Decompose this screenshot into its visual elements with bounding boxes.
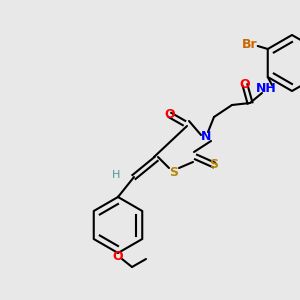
- Text: Br: Br: [242, 38, 258, 50]
- Text: O: O: [165, 109, 175, 122]
- Text: O: O: [113, 250, 123, 263]
- Text: H: H: [112, 170, 120, 180]
- Text: O: O: [240, 79, 250, 92]
- Text: S: S: [209, 158, 218, 172]
- Text: N: N: [201, 130, 211, 143]
- Text: S: S: [169, 166, 178, 178]
- Text: NH: NH: [256, 82, 276, 95]
